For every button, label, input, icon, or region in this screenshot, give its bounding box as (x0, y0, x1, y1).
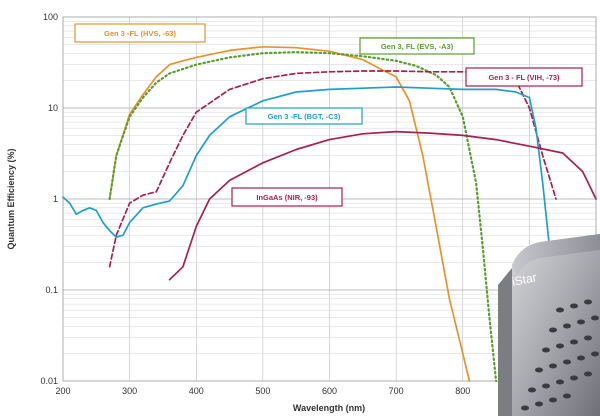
x-tick-label: 400 (189, 386, 204, 396)
y-tick-label: 10 (48, 103, 58, 113)
y-axis-label: Quantum Efficiency (%) (6, 148, 16, 249)
label-hvs-text: Gen 3 -FL (HVS, -63) (104, 29, 176, 38)
x-tick-label: 700 (389, 386, 404, 396)
y-tick-label: 100 (43, 12, 58, 22)
label-hvs: Gen 3 -FL (HVS, -63) (74, 23, 206, 43)
camera-product-image: iStar (498, 234, 600, 416)
x-tick-label: 300 (122, 386, 137, 396)
series-line-4 (168, 130, 597, 281)
label-vih: Gen 3 - FL (VIH, -73) (465, 67, 583, 87)
label-evs-text: Gen 3, FL (EVS, -A3) (381, 42, 454, 51)
series-line-0 (108, 45, 471, 382)
label-evs: Gen 3, FL (EVS, -A3) (359, 37, 475, 55)
x-tick-label: 600 (322, 386, 337, 396)
x-tick-label: 500 (255, 386, 270, 396)
y-tick-label: 0.01 (40, 376, 58, 386)
camera-brand-text: iStar (511, 270, 538, 289)
label-ingaas: InGaAs (NIR, -93) (231, 187, 343, 207)
series-line-3 (62, 86, 551, 248)
y-tick-label: 1 (53, 194, 58, 204)
y-tick-label: 0.1 (45, 285, 58, 295)
series-line-1 (108, 51, 498, 383)
series-line-2 (108, 70, 557, 268)
x-tick-label: 800 (455, 386, 470, 396)
label-vih-text: Gen 3 - FL (VIH, -73) (488, 73, 560, 82)
label-bgt: Gen 3 -FL (BGT, -C3) (245, 107, 363, 125)
label-bgt-text: Gen 3 -FL (BGT, -C3) (268, 112, 341, 121)
x-tick-label: 200 (55, 386, 70, 396)
x-axis-label: Wavelength (nm) (293, 403, 365, 413)
label-ingaas-text: InGaAs (NIR, -93) (256, 193, 318, 202)
